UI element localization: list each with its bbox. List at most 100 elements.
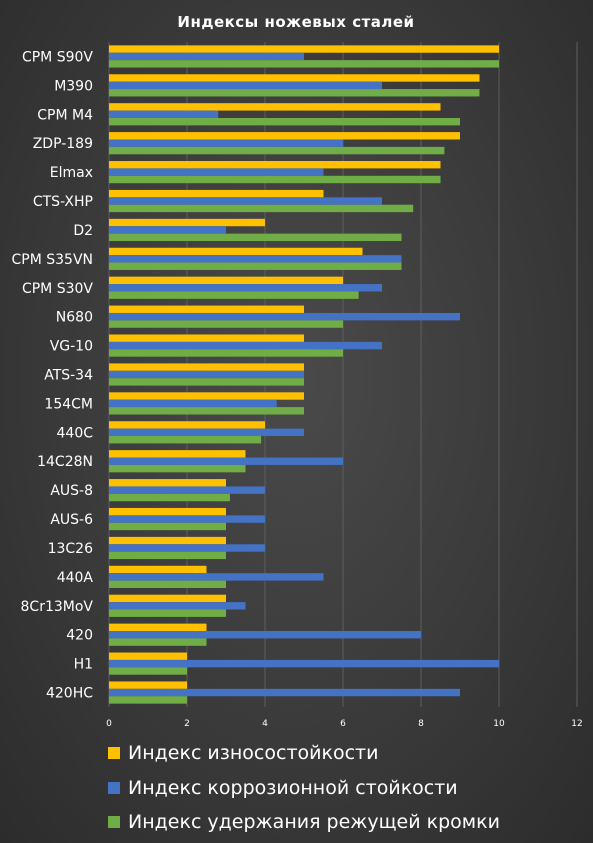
bar-edge [109, 609, 226, 617]
bar-corrosion [109, 139, 343, 147]
legend-item-edge: Индекс удержания режущей кромки [108, 805, 500, 840]
bar-edge [109, 522, 226, 531]
x-tick-label: 2 [184, 719, 190, 729]
legend-label-edge: Индекс удержания режущей кромки [128, 811, 500, 834]
x-tick-label: 0 [106, 719, 112, 729]
category-label: 420HC [46, 686, 93, 702]
bar-edge [109, 204, 414, 213]
category-label: 13C26 [48, 541, 93, 557]
bars [109, 45, 499, 704]
bar-edge [109, 262, 402, 270]
bar-wear [109, 305, 304, 313]
category-label: N680 [56, 310, 93, 326]
bar-edge [109, 580, 226, 588]
category-label: AUS-6 [50, 512, 93, 528]
legend-label-corrosion: Индекс коррозионной стойкости [128, 776, 458, 799]
bar-edge [109, 349, 343, 357]
category-label: ZDP-189 [33, 136, 93, 152]
bar-edge [109, 117, 460, 126]
bar-corrosion [109, 110, 219, 118]
x-tick-label: 10 [493, 719, 505, 729]
bar-corrosion [109, 486, 265, 494]
legend-swatch-wear [108, 747, 120, 760]
legend-item-wear: Индекс износостойкости [108, 736, 500, 771]
bar-corrosion [109, 226, 226, 234]
x-tick-label: 8 [418, 719, 424, 729]
bar-corrosion [109, 631, 421, 639]
bar-corrosion [109, 399, 277, 408]
category-label: CTS-XHP [33, 194, 93, 210]
bar-corrosion [109, 255, 402, 263]
bar-wear [109, 218, 265, 227]
bar-edge [109, 667, 187, 675]
category-label: AUS-8 [50, 483, 93, 499]
bar-edge [109, 464, 246, 473]
bar-corrosion [109, 544, 265, 552]
bar-edge [109, 696, 187, 704]
bar-wear [109, 363, 304, 371]
category-label: 8Cr13MoV [21, 599, 94, 615]
category-label: CPM S35VN [12, 252, 94, 268]
bar-wear [109, 392, 304, 400]
bar-wear [109, 247, 363, 256]
x-tick-label: 4 [262, 719, 268, 729]
bar-edge [109, 320, 343, 328]
bar-wear [109, 421, 265, 429]
bar-wear [109, 450, 246, 458]
legend-item-corrosion: Индекс коррозионной стойкости [108, 771, 500, 806]
legend-swatch-edge [108, 816, 120, 829]
bar-corrosion [109, 688, 460, 697]
bar-corrosion [109, 81, 382, 90]
x-tick-label: 12 [571, 719, 582, 729]
bar-edge [109, 89, 480, 97]
bar-corrosion [109, 602, 246, 610]
bar-edge [109, 493, 230, 502]
bar-corrosion [109, 515, 265, 523]
category-label: ATS-34 [44, 368, 93, 384]
bar-edge [109, 378, 304, 386]
bar-wear [109, 276, 343, 285]
category-label: M390 [54, 78, 93, 94]
bar-wear [109, 132, 460, 140]
category-label: 440A [57, 570, 94, 586]
category-label: 420 [66, 628, 93, 644]
bar-edge [109, 60, 499, 68]
bar-edge [109, 436, 262, 444]
category-labels: CPM S90V M390 CPM M4 ZDP-189 Elmax CTS-XHP D2 C… [12, 49, 94, 701]
bar-wear [109, 161, 441, 169]
category-label: D2 [73, 223, 93, 239]
chart-title: Индексы ножевых сталей [177, 13, 414, 31]
bar-corrosion [109, 168, 324, 176]
bar-corrosion [109, 573, 324, 581]
bar-corrosion [109, 370, 304, 379]
bar-edge [109, 407, 304, 415]
bar-corrosion [109, 52, 304, 61]
bar-edge [109, 175, 441, 184]
bar-wear [109, 594, 226, 603]
category-label: VG-10 [50, 339, 93, 355]
category-label: 440C [57, 425, 94, 441]
legend-label-wear: Индекс износостойкости [128, 742, 379, 765]
bar-wear [109, 479, 226, 487]
bar-wear [109, 103, 441, 111]
bar-corrosion [109, 428, 304, 437]
bar-wear [109, 536, 226, 545]
bar-corrosion [109, 341, 382, 350]
category-label: CPM S30V [22, 281, 93, 297]
category-label: 14C28N [37, 454, 93, 470]
x-tick-label: 6 [340, 719, 346, 729]
bar-corrosion [109, 284, 382, 292]
legend-swatch-corrosion [108, 781, 120, 794]
category-label: 154CM [44, 396, 93, 412]
bar-wear [109, 652, 187, 660]
category-label: H1 [74, 657, 93, 673]
bar-edge [109, 146, 445, 155]
bar-wear [109, 334, 304, 342]
bar-edge [109, 233, 402, 242]
bar-wear [109, 565, 207, 574]
legend: Индекс износостойкости Индекс коррозионн… [108, 736, 500, 840]
bar-edge [109, 638, 207, 646]
bar-wear [109, 74, 480, 82]
category-label: Elmax [50, 165, 93, 181]
